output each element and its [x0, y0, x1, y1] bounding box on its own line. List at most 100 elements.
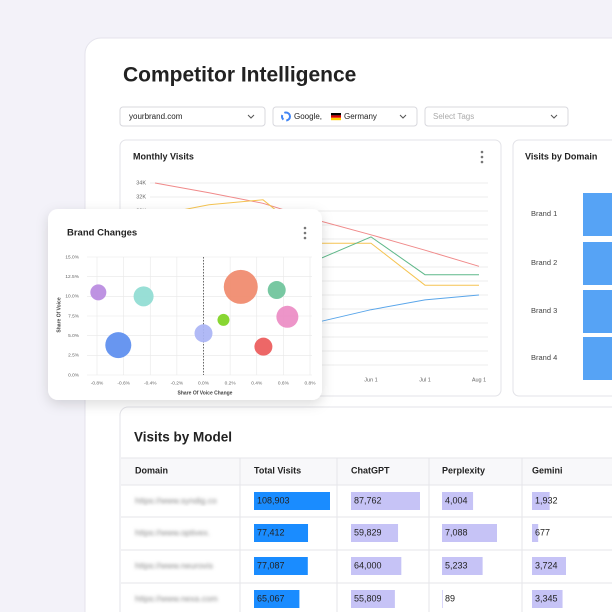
cell-value: 108,903 [257, 495, 290, 505]
engine-select[interactable] [272, 106, 418, 127]
cell-value: 77,412 [257, 527, 285, 537]
chevron [399, 114, 407, 119]
cell-bar [442, 590, 443, 608]
domain-cell: https://www.nexa.com [135, 593, 218, 603]
cell-bar [254, 557, 308, 575]
tags-placeholder: Select Tags [433, 112, 474, 121]
cell-value: 677 [535, 527, 550, 537]
column-header: Gemini [532, 465, 563, 475]
y-tick-label: 2.5% [68, 353, 80, 359]
filters: yourbrand.com Google, Germany Select Tag… [119, 106, 569, 127]
cell-value: 7,088 [445, 527, 468, 537]
y-tick-label: 32K [136, 194, 146, 200]
brand-label: Brand 3 [531, 306, 557, 315]
domain-cell: https://www.optivex. [135, 527, 210, 537]
brand-label: Brand 4 [531, 353, 557, 362]
x-tick-label: -0.6% [117, 380, 130, 386]
card-title: Monthly Visits [133, 151, 194, 161]
x-tick-label: -0.2% [171, 380, 184, 386]
bubble [133, 286, 154, 307]
x-tick-label: -0.8% [91, 380, 104, 386]
cell-bar [442, 557, 483, 575]
brand-label: Brand 1 [531, 209, 557, 218]
domain-value: yourbrand.com [129, 112, 183, 121]
scatter-chart: 0.0% 2.5% 5.0% 7.5% 10.0% 12.5% 15.0% -0.8% -0.6… [56, 254, 316, 396]
domain-cell: https://www.syndig.co [135, 495, 217, 505]
tags-select[interactable] [424, 106, 569, 127]
cell-bar [351, 524, 399, 542]
cell-bar [442, 492, 474, 510]
bubble [105, 332, 132, 359]
cell-value: 1,932 [535, 495, 558, 505]
x-tick-label: 0.0% [198, 380, 210, 386]
column-header: Total Visits [254, 465, 301, 475]
x-tick-label: 0.2% [225, 380, 237, 386]
engine-value: Google, [294, 112, 322, 121]
cell-value: 5,233 [445, 560, 468, 570]
chevron [550, 114, 558, 119]
cell-bar [442, 524, 497, 542]
cell-value: 3,724 [535, 560, 558, 570]
y-axis-label: Share Of Voice [56, 297, 62, 332]
domain-bars: Brand 1 Brand 2 Brand 3 Brand 4 [531, 193, 612, 380]
flag [331, 113, 341, 116]
table-title: Visits by Model [134, 430, 232, 445]
cell-bar [351, 557, 402, 575]
cell-value: 4,004 [445, 495, 468, 505]
flag [331, 117, 341, 121]
x-tick-label: Aug 1 [472, 377, 486, 383]
cell-value: 64,000 [354, 560, 382, 570]
table: Domain Total Visits ChatGPT Perplexity Gemin… [121, 457, 612, 612]
x-tick-label: 0.6% [278, 380, 290, 386]
y-tick-label: 5.0% [68, 333, 80, 339]
country-value: Germany [344, 112, 377, 121]
y-tick-label: 10.0% [65, 294, 79, 300]
card-title: Brand Changes [67, 228, 137, 239]
cell-bar [532, 492, 550, 510]
domain-bar [583, 242, 612, 285]
cell-value: 89 [445, 593, 455, 603]
page-title: Competitor Intelligence [123, 64, 356, 87]
x-tick-label: Jul 1 [419, 377, 431, 383]
cell-bar [351, 492, 420, 510]
y-tick-label: 7.5% [68, 313, 80, 319]
y-tick-label: 15.0% [65, 254, 79, 260]
domain-bar [583, 290, 612, 333]
cell-value: 3,345 [535, 593, 558, 603]
cell-value: 55,809 [354, 593, 382, 603]
brand-label: Brand 2 [531, 258, 557, 267]
column-header: Perplexity [442, 465, 485, 475]
bubble [217, 313, 230, 326]
cell-bar [254, 524, 309, 542]
flag [331, 115, 341, 118]
cell-bar [254, 590, 300, 608]
cell-bar [351, 590, 395, 608]
cell-value: 59,829 [354, 527, 382, 537]
header-row [121, 458, 612, 485]
chevron [247, 114, 255, 119]
cell-bar [532, 590, 563, 608]
column-header: Domain [135, 465, 168, 475]
cell-bar [532, 524, 539, 542]
cell-bar [532, 557, 566, 575]
kebab[interactable] [303, 226, 307, 240]
cell-value: 77,087 [257, 560, 285, 570]
kebab[interactable] [480, 150, 484, 164]
domain-bar [583, 337, 612, 380]
domain-bar [583, 193, 612, 236]
bubble [254, 337, 273, 356]
y-tick-label: 34K [136, 180, 146, 186]
bubble [276, 305, 299, 328]
domain-select[interactable] [119, 106, 266, 127]
cell-value: 65,067 [257, 593, 285, 603]
google-icon [281, 111, 291, 122]
bubble [194, 324, 213, 343]
bubble [90, 284, 107, 301]
y-tick-label: 12.5% [65, 274, 79, 280]
card-title: Visits by Domain [525, 151, 597, 161]
bubble [267, 281, 286, 300]
cell-value: 87,762 [354, 495, 382, 505]
x-axis-label: Share Of Voice Change [178, 390, 233, 396]
x-tick-label: 0.8% [305, 380, 317, 386]
